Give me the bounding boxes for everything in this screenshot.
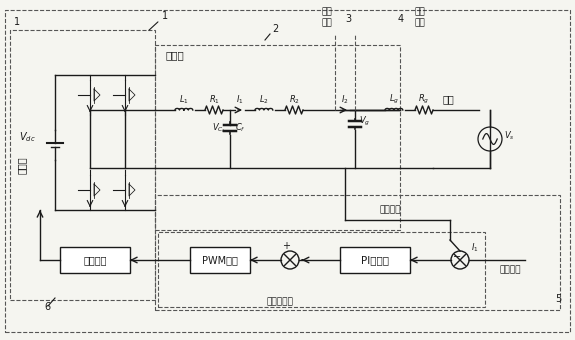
Bar bbox=[158, 232, 485, 307]
Text: $V_{dc}$: $V_{dc}$ bbox=[20, 130, 36, 144]
Text: $L_g$: $L_g$ bbox=[389, 94, 399, 106]
Text: PI控制器: PI控制器 bbox=[361, 255, 389, 265]
Text: $V_g$: $V_g$ bbox=[359, 115, 370, 129]
Text: 电流反馈: 电流反馈 bbox=[380, 205, 401, 214]
Text: 滤波器: 滤波器 bbox=[165, 50, 184, 60]
Text: 电网: 电网 bbox=[443, 94, 455, 104]
Text: 电流给定: 电流给定 bbox=[499, 265, 521, 274]
Text: $I_1$: $I_1$ bbox=[471, 241, 478, 254]
Text: $C_f$: $C_f$ bbox=[235, 121, 246, 134]
Text: 2: 2 bbox=[272, 24, 278, 34]
Text: 5: 5 bbox=[555, 294, 561, 304]
Text: $V_s$: $V_s$ bbox=[504, 130, 515, 142]
Text: $I_1$: $I_1$ bbox=[236, 93, 244, 105]
Text: PWM发生: PWM发生 bbox=[202, 255, 238, 265]
Text: 电流控制环: 电流控制环 bbox=[267, 297, 293, 306]
Text: 6: 6 bbox=[44, 302, 50, 312]
Text: $-$: $-$ bbox=[453, 250, 462, 260]
Text: $L_1$: $L_1$ bbox=[179, 93, 189, 105]
Bar bbox=[10, 30, 155, 300]
Text: 4: 4 bbox=[398, 14, 404, 24]
FancyBboxPatch shape bbox=[190, 247, 250, 273]
Text: $L_2$: $L_2$ bbox=[259, 93, 269, 105]
Text: 电流
检测: 电流 检测 bbox=[321, 7, 332, 27]
Text: $V_{C_f}$: $V_{C_f}$ bbox=[212, 121, 226, 135]
Bar bbox=[155, 195, 560, 310]
Text: $+$: $+$ bbox=[282, 240, 292, 251]
Text: $R_g$: $R_g$ bbox=[419, 94, 430, 106]
Text: 1: 1 bbox=[14, 17, 20, 27]
FancyBboxPatch shape bbox=[60, 247, 130, 273]
Text: $R_2$: $R_2$ bbox=[289, 93, 300, 105]
Text: $R_1$: $R_1$ bbox=[209, 93, 220, 105]
Text: 3: 3 bbox=[345, 14, 351, 24]
Text: $I_2$: $I_2$ bbox=[341, 93, 349, 105]
Text: 开关驱动: 开关驱动 bbox=[83, 255, 107, 265]
Text: 电压
检测: 电压 检测 bbox=[415, 7, 426, 27]
Text: 1: 1 bbox=[162, 11, 168, 21]
FancyBboxPatch shape bbox=[340, 247, 410, 273]
Text: 逆变器: 逆变器 bbox=[17, 156, 27, 174]
Bar bbox=[155, 45, 400, 230]
